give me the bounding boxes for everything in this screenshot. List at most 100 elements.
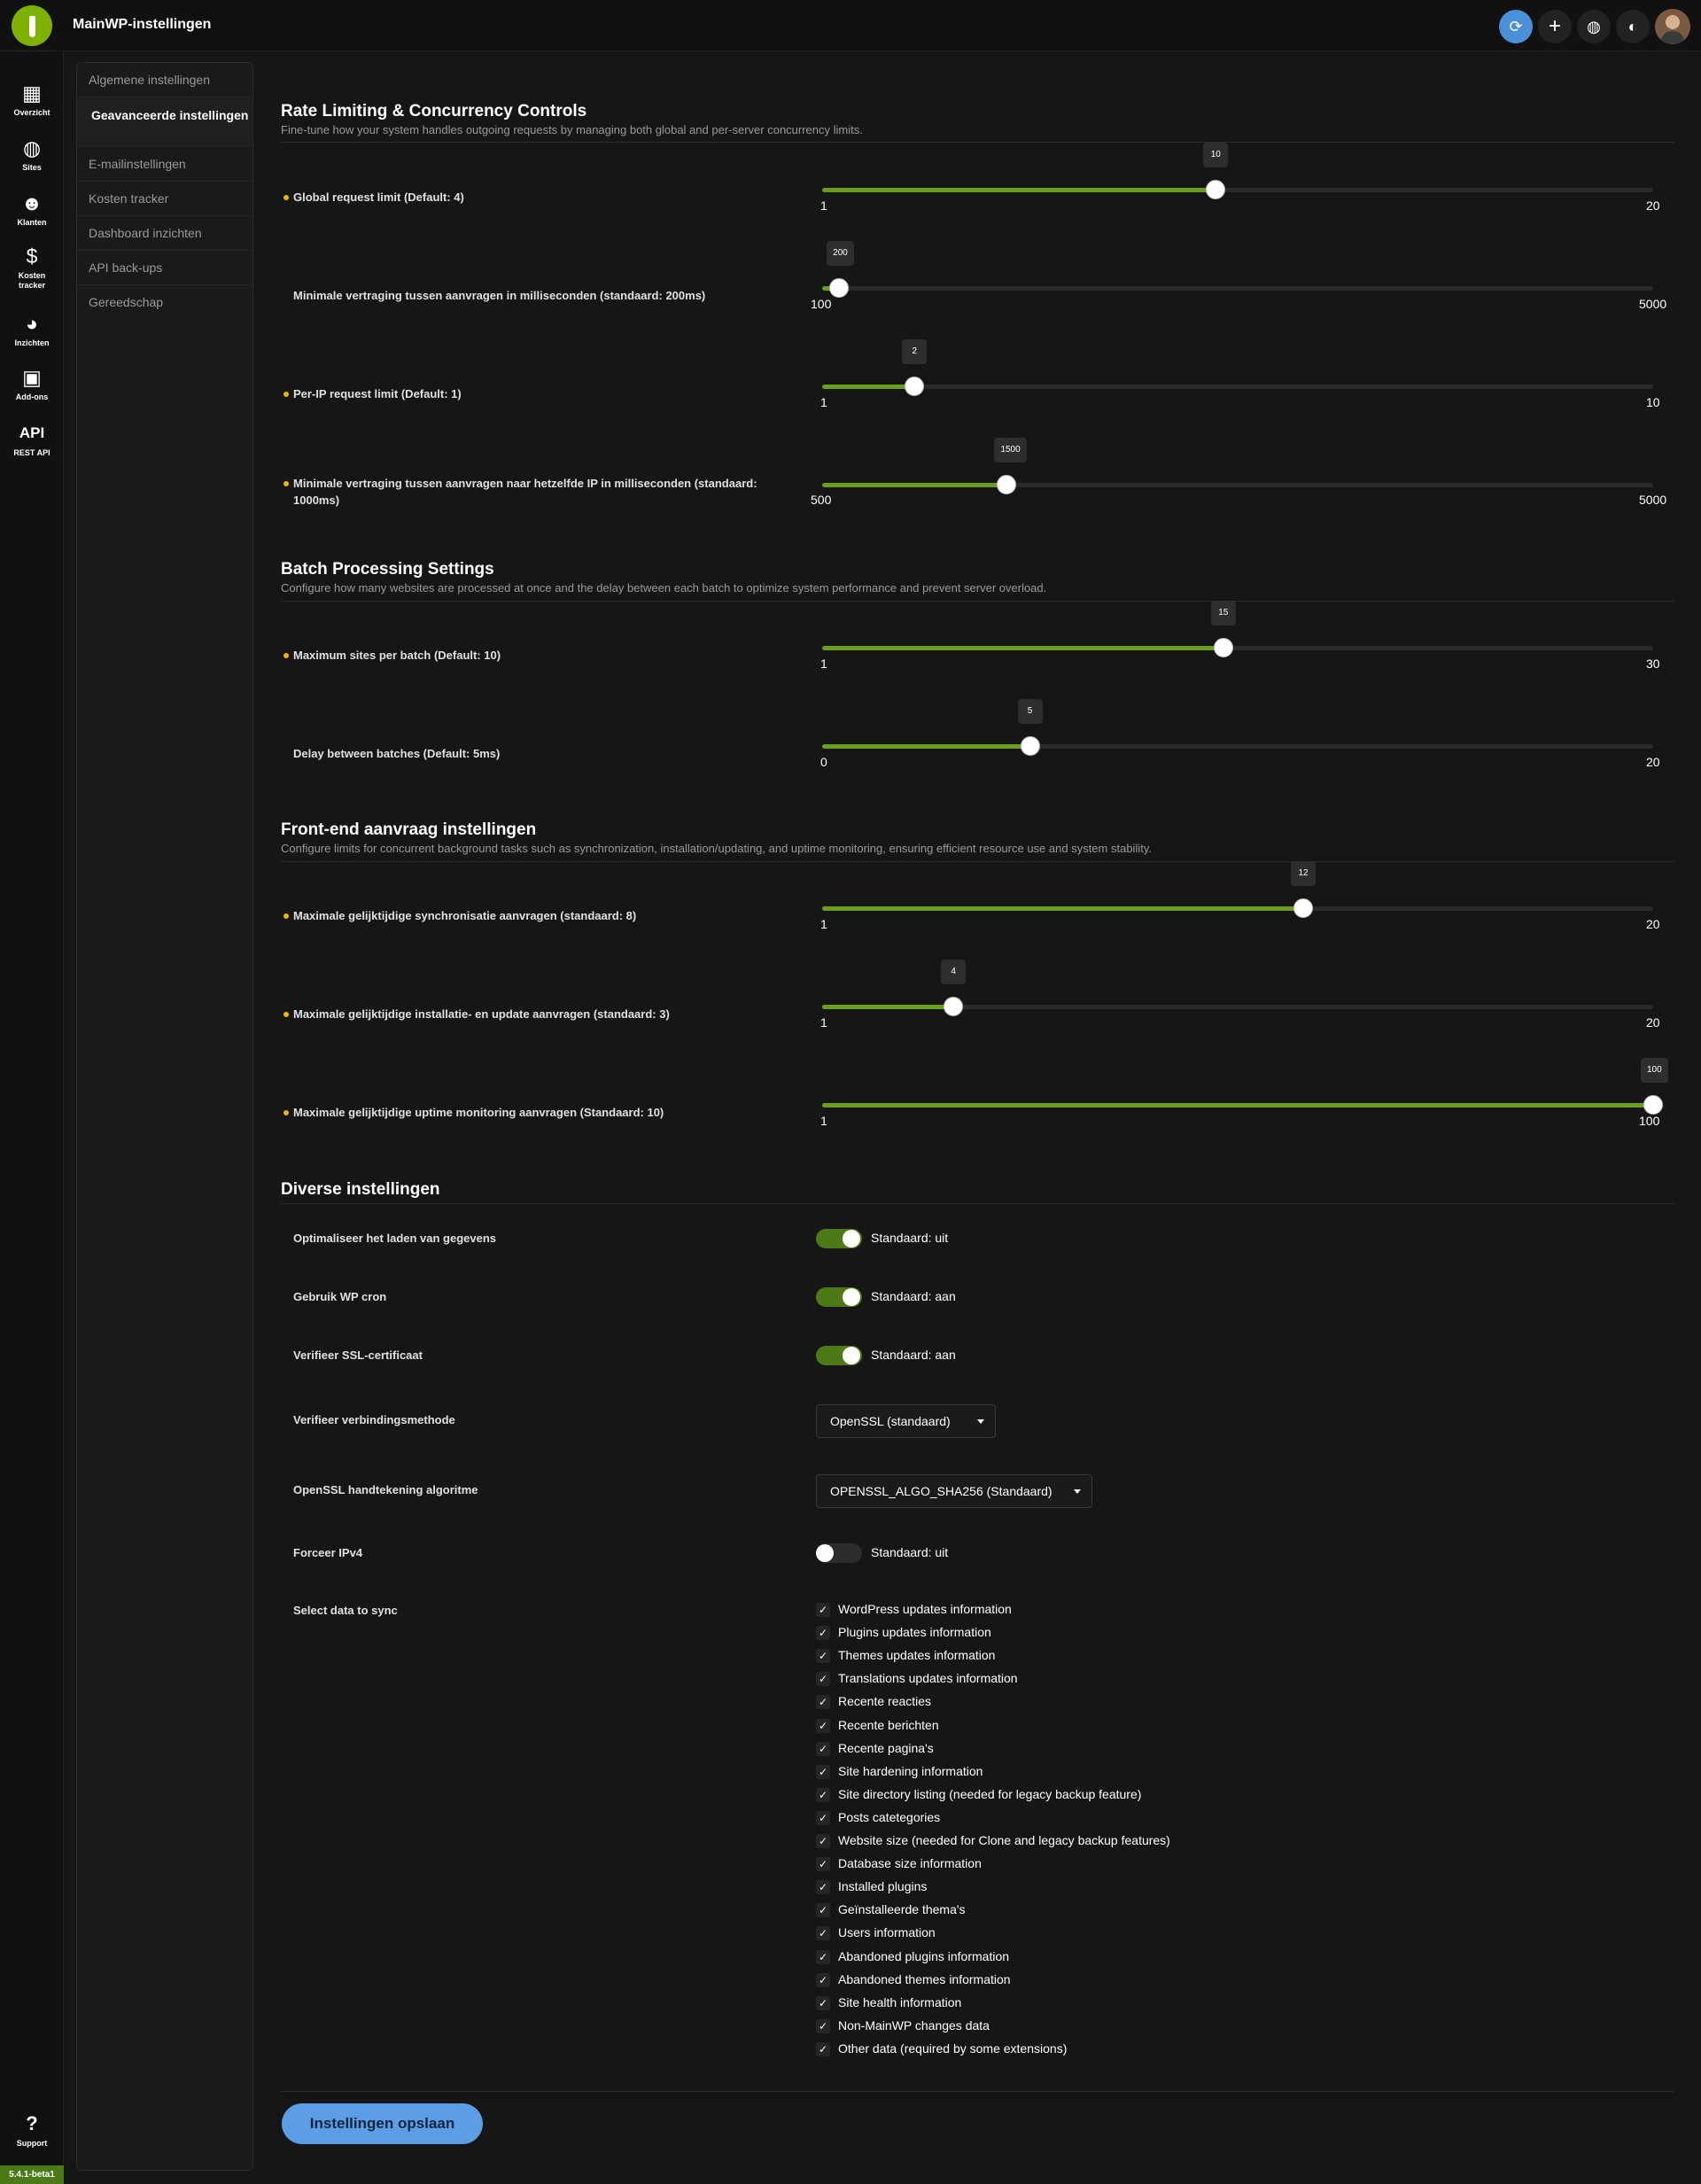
sync-option-label: Site hardening information bbox=[838, 1763, 983, 1778]
verify-ssl-toggle[interactable] bbox=[816, 1346, 862, 1365]
sync-option-checkbox[interactable]: ✓ bbox=[816, 1810, 830, 1825]
submenu-item-email[interactable]: E-mailinstellingen bbox=[77, 147, 252, 182]
plus-icon[interactable]: + bbox=[1538, 10, 1572, 43]
slider-fill bbox=[822, 385, 915, 389]
slider-handle[interactable] bbox=[1206, 180, 1226, 199]
sync-option-label: Translations updates information bbox=[838, 1671, 1018, 1686]
nav-item-support[interactable]: ? Support bbox=[0, 2112, 64, 2149]
save-settings-button[interactable]: Instellingen opslaan bbox=[282, 2103, 483, 2144]
max-uptime-monitoring-requests-slider[interactable]: 100 bbox=[822, 1058, 1668, 1115]
slider-handle[interactable] bbox=[1643, 1095, 1663, 1115]
box-icon: ▣ bbox=[22, 366, 42, 389]
force-ipv4-toggle[interactable] bbox=[816, 1543, 862, 1563]
batch-delay-slider[interactable]: 5 bbox=[822, 699, 1653, 756]
sync-option-checkbox[interactable]: ✓ bbox=[816, 1626, 830, 1641]
sync-option-checkbox[interactable]: ✓ bbox=[816, 1972, 830, 1987]
submenu-item-advanced[interactable]: Geavanceerde instellingen bbox=[77, 97, 252, 147]
sync-option-checkbox[interactable]: ✓ bbox=[816, 1649, 830, 1664]
max-sync-requests-slider[interactable]: 12 bbox=[822, 861, 1653, 918]
users-icon: ☻ bbox=[20, 191, 43, 214]
palette-icon[interactable]: ◐ bbox=[1616, 10, 1650, 43]
slider-min-label: 1 bbox=[820, 1015, 827, 1030]
sync-option-checkbox[interactable]: ✓ bbox=[816, 1903, 830, 1918]
slider-handle[interactable] bbox=[905, 377, 925, 396]
sync-option-checkbox[interactable]: ✓ bbox=[816, 1695, 830, 1710]
mainwp-logo-icon[interactable] bbox=[12, 5, 52, 46]
slider-handle[interactable] bbox=[1213, 638, 1233, 657]
sync-option-checkbox[interactable]: ✓ bbox=[816, 1880, 830, 1895]
nav-item-klanten[interactable]: ☻ Klanten bbox=[0, 191, 64, 228]
optimize-data-loading-toggle[interactable] bbox=[816, 1229, 862, 1248]
pie-chart-icon: ◕ bbox=[26, 312, 38, 335]
sync-option-label: Other data (required by some extensions) bbox=[838, 2040, 1068, 2056]
sync-option-checkbox[interactable]: ✓ bbox=[816, 1672, 830, 1687]
min-delay-slider[interactable]: 200 bbox=[822, 241, 1653, 298]
nav-item-kosten-tracker[interactable]: $ Kosten tracker bbox=[0, 245, 64, 291]
slider-handle[interactable] bbox=[1020, 736, 1040, 756]
sync-option-checkbox[interactable]: ✓ bbox=[816, 1995, 830, 2010]
slider-max-label: 20 bbox=[1646, 755, 1660, 769]
slider-value-bubble: 100 bbox=[1641, 1058, 1668, 1083]
sync-option-label: Abandoned themes information bbox=[838, 1971, 1011, 1986]
slider-max-label: 100 bbox=[1639, 1114, 1660, 1128]
sync-option-label: Site health information bbox=[838, 1994, 962, 2009]
slider-handle[interactable] bbox=[1293, 898, 1314, 918]
slider-value-bubble: 10 bbox=[1203, 143, 1229, 167]
nav-label: Kosten tracker bbox=[18, 271, 46, 290]
sync-option-checkbox[interactable]: ✓ bbox=[816, 1741, 830, 1756]
sync-option-checkbox[interactable]: ✓ bbox=[816, 1926, 830, 1941]
submenu-item-insights[interactable]: Dashboard inzichten bbox=[77, 216, 252, 251]
sync-option-label: Geïnstalleerde thema's bbox=[838, 1902, 966, 1917]
submenu-item-general[interactable]: Algemene instellingen bbox=[77, 63, 252, 97]
sync-option-checkbox[interactable]: ✓ bbox=[816, 2041, 830, 2056]
sync-icon[interactable]: ⟳ bbox=[1499, 10, 1533, 43]
sync-option-checkbox[interactable]: ✓ bbox=[816, 2018, 830, 2033]
sync-option-checkbox[interactable]: ✓ bbox=[816, 1764, 830, 1779]
openssl-signature-algorithm-select[interactable]: OPENSSL_ALGO_SHA256 (Standaard) bbox=[816, 1474, 1092, 1508]
select-value: OPENSSL_ALGO_SHA256 (Standaard) bbox=[830, 1484, 1052, 1498]
verify-connection-method-select[interactable]: OpenSSL (standaard) bbox=[816, 1404, 996, 1438]
toggle-label: Gebruik WP cron bbox=[293, 1290, 387, 1303]
section-title: Front-end aanvraag instellingen bbox=[281, 820, 537, 839]
max-sites-per-batch-slider[interactable]: 15 bbox=[822, 601, 1653, 657]
user-avatar-icon[interactable] bbox=[1655, 9, 1690, 44]
global-request-limit-slider[interactable]: 10 bbox=[822, 143, 1653, 199]
footer-divider bbox=[281, 2091, 1674, 2092]
slider-min-label: 500 bbox=[811, 493, 832, 507]
per-ip-delay-slider[interactable]: 1500 bbox=[822, 438, 1653, 494]
submenu-item-api-backups[interactable]: API back-ups bbox=[77, 251, 252, 285]
sync-option-checkbox[interactable]: ✓ bbox=[816, 1834, 830, 1848]
submenu-item-cost-tracker[interactable]: Kosten tracker bbox=[77, 182, 252, 216]
top-bar: MainWP-instellingen ⟳ + ◍ ◐ bbox=[0, 0, 1701, 51]
slider-handle[interactable] bbox=[997, 475, 1017, 494]
sync-option-checkbox[interactable]: ✓ bbox=[816, 1603, 830, 1617]
settings-main: Rate Limiting & Concurrency Controls Fin… bbox=[266, 51, 1701, 2184]
sync-option-label: Recente pagina's bbox=[838, 1740, 934, 1755]
nav-item-sites[interactable]: ◍ Sites bbox=[0, 136, 64, 173]
max-install-update-requests-slider[interactable]: 4 bbox=[822, 960, 1653, 1016]
settings-submenu: Algemene instellingen Geavanceerde inste… bbox=[76, 62, 253, 2171]
globe-icon[interactable]: ◍ bbox=[1577, 10, 1611, 43]
toggle-label: Optimaliseer het laden van gegevens bbox=[293, 1232, 497, 1245]
nav-item-rest-api[interactable]: API REST API bbox=[0, 422, 64, 458]
sync-option-checkbox[interactable]: ✓ bbox=[816, 1787, 830, 1802]
sync-option-checkbox[interactable]: ✓ bbox=[816, 1857, 830, 1872]
nav-item-overzicht[interactable]: ▦ Overzicht bbox=[0, 82, 64, 118]
slider-min-label: 1 bbox=[820, 917, 827, 931]
wp-cron-toggle[interactable] bbox=[816, 1287, 862, 1307]
highlight-dot-icon bbox=[284, 1110, 289, 1115]
nav-item-inzichten[interactable]: ◕ Inzichten bbox=[0, 312, 64, 348]
slider-max-label: 10 bbox=[1646, 395, 1660, 409]
nav-item-add-ons[interactable]: ▣ Add-ons bbox=[0, 366, 64, 402]
slider-handle[interactable] bbox=[944, 997, 964, 1016]
nav-label: Inzichten bbox=[14, 338, 50, 347]
slider-handle[interactable] bbox=[829, 278, 850, 298]
sync-option-label: Website size (needed for Clone and legac… bbox=[838, 1833, 1170, 1847]
toggle-default-text: Standaard: aan bbox=[871, 1289, 956, 1303]
section-title: Batch Processing Settings bbox=[281, 560, 494, 579]
sync-option-checkbox[interactable]: ✓ bbox=[816, 1718, 830, 1733]
submenu-item-tools[interactable]: Gereedschap bbox=[89, 295, 164, 309]
per-ip-request-limit-slider[interactable]: 2 bbox=[822, 339, 1653, 396]
sync-option-checkbox[interactable]: ✓ bbox=[816, 1949, 830, 1964]
toggle-default-text: Standaard: aan bbox=[871, 1348, 956, 1362]
